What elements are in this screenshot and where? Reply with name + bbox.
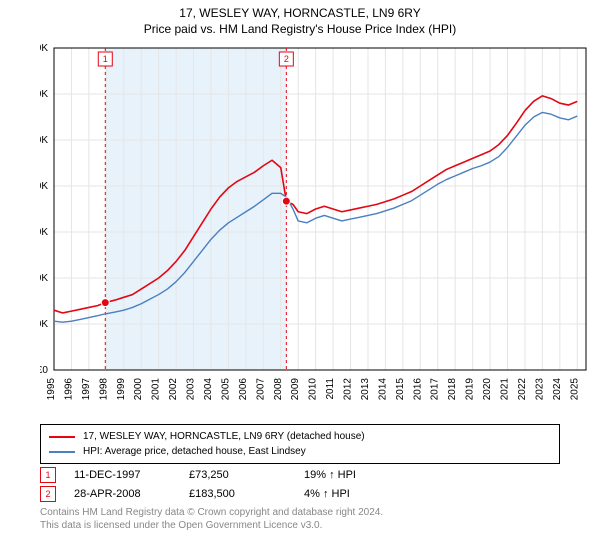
footer-line2: This data is licensed under the Open Gov… xyxy=(40,519,560,532)
svg-text:1998: 1998 xyxy=(98,378,109,401)
title-address: 17, WESLEY WAY, HORNCASTLE, LN9 6RY xyxy=(0,0,600,20)
svg-text:2012: 2012 xyxy=(343,378,354,401)
legend-label-hpi: HPI: Average price, detached house, East… xyxy=(83,444,306,459)
svg-text:2024: 2024 xyxy=(552,378,563,401)
sale-price: £73,250 xyxy=(189,469,304,481)
svg-text:2025: 2025 xyxy=(569,378,580,401)
svg-text:2003: 2003 xyxy=(186,378,197,401)
sale-row: 1 11-DEC-1997£73,25019% ↑ HPI xyxy=(40,467,560,483)
sale-marker: 1 xyxy=(40,467,56,483)
svg-text:2015: 2015 xyxy=(395,378,406,401)
legend-swatch-blue xyxy=(49,451,75,453)
svg-text:£100K: £100K xyxy=(40,273,48,284)
svg-text:2002: 2002 xyxy=(168,378,179,401)
svg-text:2016: 2016 xyxy=(412,378,423,401)
sale-date: 28-APR-2008 xyxy=(74,488,189,500)
svg-text:£50K: £50K xyxy=(40,319,48,330)
price-chart: £0 £50K £100K £150K £200K £250K £300K £350K 1995… xyxy=(40,40,600,420)
footer-line1: Contains HM Land Registry data © Crown c… xyxy=(40,506,560,519)
svg-text:2013: 2013 xyxy=(360,378,371,401)
svg-text:2: 2 xyxy=(284,54,289,64)
svg-text:2004: 2004 xyxy=(203,378,214,401)
svg-text:2008: 2008 xyxy=(273,378,284,401)
svg-text:2017: 2017 xyxy=(430,378,441,401)
footer-attribution: Contains HM Land Registry data © Crown c… xyxy=(40,506,560,532)
legend-row-hpi: HPI: Average price, detached house, East… xyxy=(49,444,551,459)
chart-container: 17, WESLEY WAY, HORNCASTLE, LN9 6RY Pric… xyxy=(0,0,600,560)
svg-text:£350K: £350K xyxy=(40,43,48,54)
svg-text:1996: 1996 xyxy=(63,378,74,401)
sale-date: 11-DEC-1997 xyxy=(74,469,189,481)
svg-text:2014: 2014 xyxy=(377,378,388,401)
sales-list: 1 11-DEC-1997£73,25019% ↑ HPI 2 28-APR-2008… xyxy=(0,467,600,502)
svg-text:2000: 2000 xyxy=(133,378,144,401)
sale-delta: 4% ↑ HPI xyxy=(304,488,419,500)
chart-area: £0 £50K £100K £150K £200K £250K £300K £350K 1995… xyxy=(40,40,600,420)
svg-text:2007: 2007 xyxy=(255,378,266,401)
svg-text:2019: 2019 xyxy=(465,378,476,401)
legend: 17, WESLEY WAY, HORNCASTLE, LN9 6RY (det… xyxy=(40,424,560,464)
svg-text:2006: 2006 xyxy=(238,378,249,401)
svg-text:1997: 1997 xyxy=(81,378,92,401)
svg-text:1995: 1995 xyxy=(46,378,57,401)
svg-text:2018: 2018 xyxy=(447,378,458,401)
svg-text:£150K: £150K xyxy=(40,227,48,238)
svg-text:2021: 2021 xyxy=(500,378,511,401)
svg-text:£300K: £300K xyxy=(40,89,48,100)
svg-text:2005: 2005 xyxy=(220,378,231,401)
sale-row: 2 28-APR-2008£183,5004% ↑ HPI xyxy=(40,486,560,502)
legend-swatch-red xyxy=(49,436,75,438)
title-subtitle: Price paid vs. HM Land Registry's House … xyxy=(0,20,600,40)
svg-text:£200K: £200K xyxy=(40,181,48,192)
legend-row-property: 17, WESLEY WAY, HORNCASTLE, LN9 6RY (det… xyxy=(49,429,551,444)
svg-text:£250K: £250K xyxy=(40,135,48,146)
sale-delta: 19% ↑ HPI xyxy=(304,469,419,481)
svg-text:£0: £0 xyxy=(40,365,48,376)
svg-text:2001: 2001 xyxy=(151,378,162,401)
svg-text:2023: 2023 xyxy=(534,378,545,401)
svg-text:2020: 2020 xyxy=(482,378,493,401)
svg-text:1: 1 xyxy=(103,54,108,64)
svg-text:2022: 2022 xyxy=(517,378,528,401)
svg-text:1999: 1999 xyxy=(116,378,127,401)
sale-price: £183,500 xyxy=(189,488,304,500)
sale-marker: 2 xyxy=(40,486,56,502)
svg-text:2009: 2009 xyxy=(290,378,301,401)
svg-text:2010: 2010 xyxy=(308,378,319,401)
svg-text:2011: 2011 xyxy=(325,378,336,400)
legend-label-property: 17, WESLEY WAY, HORNCASTLE, LN9 6RY (det… xyxy=(83,429,365,444)
